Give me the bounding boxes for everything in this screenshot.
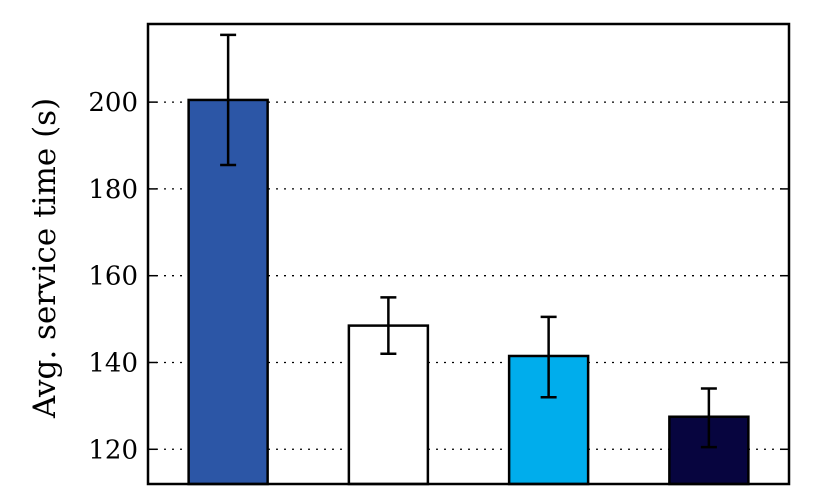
y-tick-label: 160 xyxy=(88,262,138,292)
y-ticks: 120 140 160 180 200 xyxy=(88,88,789,465)
y-tick-label: 200 xyxy=(88,88,138,118)
y-axis-label: Avg. service time (s) xyxy=(27,98,63,419)
plot-frame xyxy=(146,22,791,486)
bar xyxy=(187,98,269,486)
gridlines xyxy=(148,101,789,450)
y-tick-label: 180 xyxy=(88,175,138,205)
error-bars xyxy=(220,33,717,449)
bars xyxy=(187,98,750,486)
y-tick-label: 120 xyxy=(88,435,138,465)
y-tick-label: 140 xyxy=(88,348,138,378)
